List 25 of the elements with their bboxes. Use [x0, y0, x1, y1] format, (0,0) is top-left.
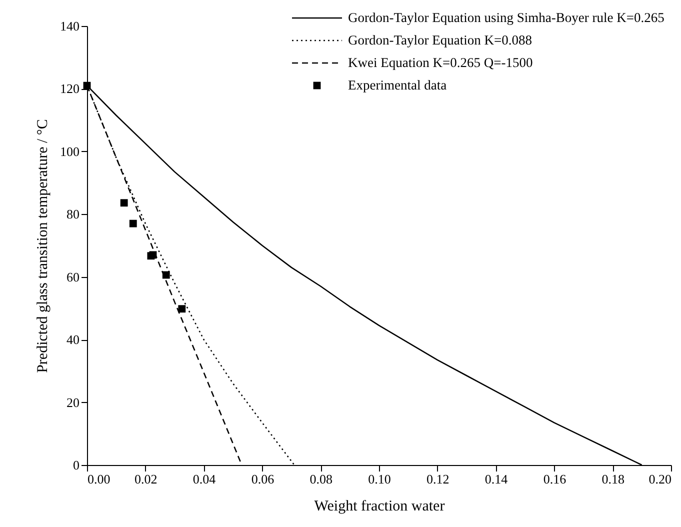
y-tick-label: 0: [73, 458, 80, 472]
y-tick-label: 60: [66, 269, 80, 284]
x-tick-label: 0.08: [310, 472, 332, 486]
x-tick-label: 0.00: [88, 472, 110, 486]
legend-label: Experimental data: [348, 78, 447, 92]
y-tick-label: 120: [60, 81, 80, 96]
x-tick-label: 0.16: [543, 472, 567, 486]
y-tick-label: 140: [60, 18, 80, 34]
x-tick-label: 0.20: [648, 472, 672, 486]
y-tick-label: 80: [66, 206, 80, 222]
y-tick-label: 100: [60, 144, 80, 159]
x-axis-title: Weight fraction water: [314, 498, 445, 514]
legend-label: Gordon-Taylor Equation using Simha-Boyer rule K=0.265: [348, 10, 665, 25]
y-tick-label: 20: [66, 394, 80, 410]
x-tick-label: 0.06: [251, 472, 275, 486]
legend-label: Kwei Equation K=0.265 Q=-1500: [348, 55, 533, 70]
legend-label: Gordon-Taylor Equation K=0.088: [348, 32, 532, 48]
x-tick-label: 0.14: [484, 472, 508, 486]
x-tick-label: 0.12: [426, 472, 450, 486]
x-tick-label: 0.18: [602, 472, 624, 486]
x-tick-label: 0.02: [134, 472, 158, 486]
x-tick-label: 0.10: [368, 472, 391, 486]
x-tick-label: 0.04: [192, 472, 216, 486]
y-tick-label: 40: [66, 332, 80, 348]
y-axis-title: Predicted glass transition temperature / °C: [35, 119, 51, 373]
